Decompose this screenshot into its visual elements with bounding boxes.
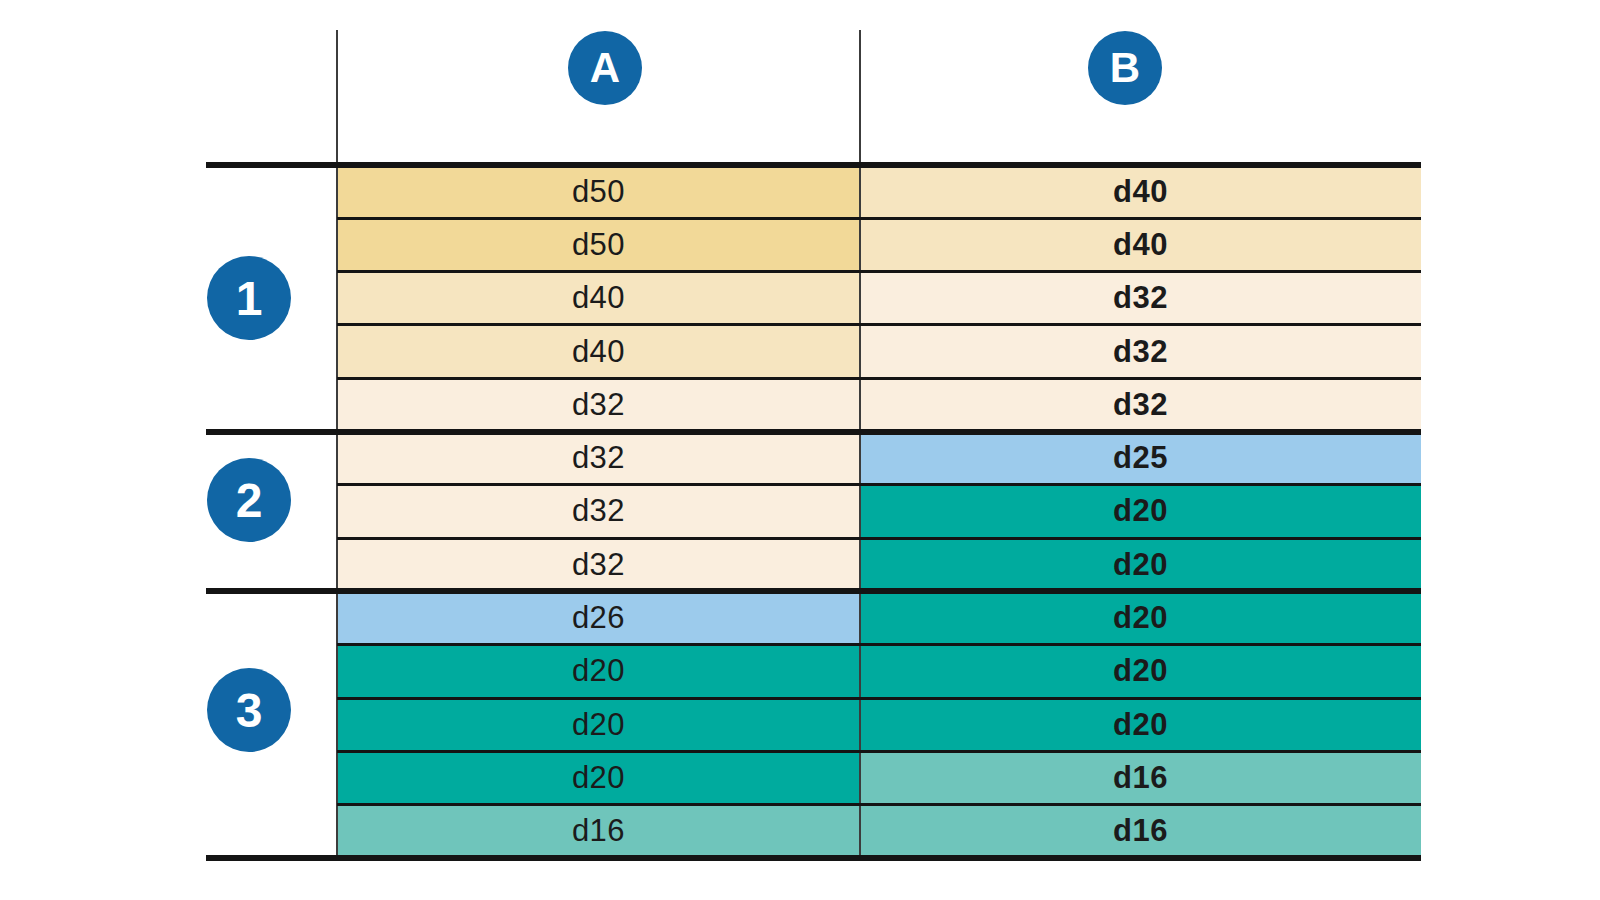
cell-b-row-6: d25 [860,432,1421,485]
cell-a-row-12: d20 [337,751,860,804]
row-separator-line [337,483,1421,486]
cell-b-row-8: d20 [860,538,1421,591]
cell-b-row-9: d20 [860,591,1421,644]
cell-a-row-7: d32 [337,485,860,538]
group-1-badge: 1 [207,256,291,340]
cell-a-row-2: d50 [337,218,860,271]
cell-a-row-1: d50 [337,165,860,218]
cell-b-row-7: d20 [860,485,1421,538]
cell-b-row-10: d20 [860,645,1421,698]
cell-a-row-9: d26 [337,591,860,644]
cell-b-row-3: d32 [860,272,1421,325]
row-separator-line [337,377,1421,380]
cell-b-row-4: d32 [860,325,1421,378]
group-3-label: 3 [236,683,263,738]
cell-a-row-4: d40 [337,325,860,378]
pipe-size-table-diagram: A B 1 2 3 d50d40d50d40d40d32d40d32d32d32… [0,0,1600,900]
cell-a-row-10: d20 [337,645,860,698]
cell-b-row-1: d40 [860,165,1421,218]
row-separator-line [337,697,1421,700]
row-header-divider-line [336,30,338,858]
cell-b-row-13: d16 [860,805,1421,858]
cell-a-row-6: d32 [337,432,860,485]
column-b-badge: B [1088,31,1162,105]
group-1-label: 1 [236,271,263,326]
cell-a-row-11: d20 [337,698,860,751]
group-2-label: 2 [236,473,263,528]
row-separator-line [337,537,1421,540]
group-boundary-line [206,429,1421,435]
row-separator-line [337,270,1421,273]
cell-a-row-13: d16 [337,805,860,858]
row-separator-line [337,217,1421,220]
group-boundary-line [206,855,1421,861]
column-a-label: A [590,44,620,92]
cell-a-row-8: d32 [337,538,860,591]
group-boundary-line [206,588,1421,594]
row-separator-line [337,803,1421,806]
row-separator-line [337,643,1421,646]
group-boundary-line [206,162,1421,168]
group-3-badge: 3 [207,668,291,752]
cell-b-row-2: d40 [860,218,1421,271]
cell-b-row-12: d16 [860,751,1421,804]
cell-b-row-11: d20 [860,698,1421,751]
column-a-b-divider-line [859,30,861,858]
column-a-badge: A [568,31,642,105]
cell-a-row-3: d40 [337,272,860,325]
cell-b-row-5: d32 [860,378,1421,431]
row-separator-line [337,323,1421,326]
column-b-label: B [1110,44,1140,92]
row-separator-line [337,750,1421,753]
cell-a-row-5: d32 [337,378,860,431]
group-2-badge: 2 [207,458,291,542]
